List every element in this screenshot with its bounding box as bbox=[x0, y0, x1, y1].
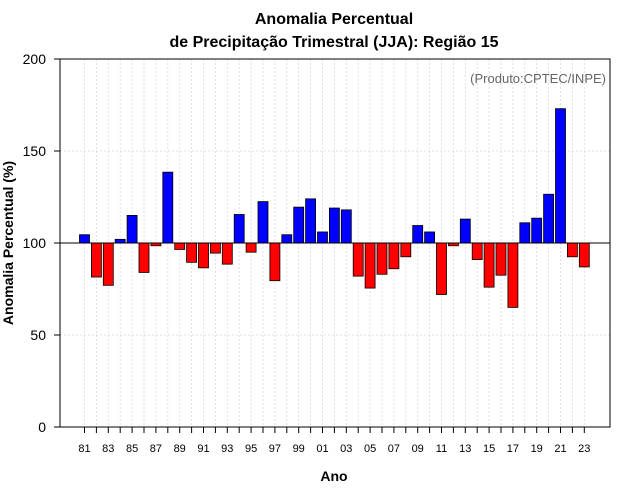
bar-04 bbox=[352, 242, 364, 277]
bar-91 bbox=[198, 242, 209, 269]
x-tick-label: 19 bbox=[531, 443, 543, 455]
bar-11 bbox=[436, 242, 447, 295]
bar-15 bbox=[483, 242, 495, 288]
bar-89 bbox=[174, 242, 186, 250]
x-tick-label: 91 bbox=[197, 443, 209, 455]
x-tick-label: 87 bbox=[150, 443, 162, 455]
bar-98 bbox=[281, 234, 293, 244]
bar-01 bbox=[317, 231, 328, 244]
bar-82 bbox=[91, 242, 102, 278]
bar-97 bbox=[269, 242, 281, 282]
x-tick-label: 17 bbox=[507, 443, 519, 455]
chart-title-line1: Anomalia Percentual bbox=[255, 11, 413, 28]
bar-19 bbox=[531, 217, 543, 244]
x-tick-label: 15 bbox=[483, 443, 495, 455]
x-tick-label: 85 bbox=[126, 443, 138, 455]
bar-03 bbox=[340, 209, 352, 244]
bar-23 bbox=[578, 242, 590, 268]
x-tick-label: 97 bbox=[269, 443, 281, 455]
bar-09 bbox=[412, 225, 424, 244]
source-label: (Produto:CPTEC/INPE) bbox=[470, 71, 606, 86]
bar-06 bbox=[376, 242, 388, 275]
bar-81 bbox=[79, 234, 90, 244]
x-tick-label: 07 bbox=[388, 443, 400, 455]
bar-99 bbox=[293, 206, 305, 244]
bar-13 bbox=[459, 218, 471, 244]
bar-95 bbox=[245, 242, 257, 253]
bar-85 bbox=[126, 214, 138, 244]
bar-18 bbox=[519, 222, 531, 244]
bar-84 bbox=[114, 238, 126, 244]
x-tick-label: 23 bbox=[578, 443, 590, 455]
x-tick-label: 99 bbox=[293, 443, 305, 455]
y-tick-label: 200 bbox=[23, 51, 47, 67]
x-tick-label: 05 bbox=[364, 443, 376, 455]
bar-90 bbox=[186, 242, 198, 263]
bar-00 bbox=[305, 198, 317, 244]
x-tick-label: 81 bbox=[78, 443, 90, 455]
x-tick-label: 11 bbox=[436, 443, 447, 455]
bar-05 bbox=[364, 242, 376, 289]
x-tick-label: 89 bbox=[174, 443, 186, 455]
bar-14 bbox=[471, 242, 483, 260]
y-tick-label: 50 bbox=[30, 327, 46, 343]
y-tick-label: 150 bbox=[23, 143, 47, 159]
x-tick-label: 83 bbox=[102, 443, 114, 455]
bar-10 bbox=[424, 231, 436, 244]
x-tick-label: 93 bbox=[221, 443, 233, 455]
y-tick-label: 0 bbox=[38, 419, 46, 435]
y-axis: 0 50 100 150 200 bbox=[23, 51, 60, 435]
bar-93 bbox=[221, 242, 233, 265]
bar-21 bbox=[555, 108, 566, 244]
bar-20 bbox=[543, 193, 554, 244]
chart-title-line2: de Precipitação Trimestral (JJA): Região… bbox=[169, 34, 498, 51]
x-tick-label: 01 bbox=[316, 443, 328, 455]
bar-88 bbox=[162, 171, 174, 244]
bar-08 bbox=[400, 242, 412, 258]
x-tick-label: 13 bbox=[459, 443, 471, 455]
bar-86 bbox=[138, 242, 150, 273]
x-tick-label: 21 bbox=[554, 443, 566, 455]
x-tick-label: 95 bbox=[245, 443, 257, 455]
bar-94 bbox=[233, 214, 245, 244]
x-axis-label: Ano bbox=[320, 468, 347, 484]
bars bbox=[79, 108, 590, 308]
y-axis-label: Anomalia Percentual (%) bbox=[0, 161, 16, 325]
bar-17 bbox=[507, 242, 519, 308]
bar-07 bbox=[388, 242, 400, 270]
x-axis: 81 83 85 87 89 91 93 95 97 99 01 03 05 07 09 11 13 15 17 19… bbox=[78, 427, 590, 455]
y-tick-label: 100 bbox=[23, 235, 47, 251]
bar-96 bbox=[257, 201, 269, 244]
bar-92 bbox=[209, 242, 221, 254]
bar-02 bbox=[328, 207, 340, 244]
x-tick-label: 03 bbox=[340, 443, 352, 455]
bar-22 bbox=[567, 242, 578, 258]
bar-16 bbox=[495, 242, 507, 276]
bar-83 bbox=[102, 242, 114, 286]
x-tick-label: 09 bbox=[412, 443, 424, 455]
